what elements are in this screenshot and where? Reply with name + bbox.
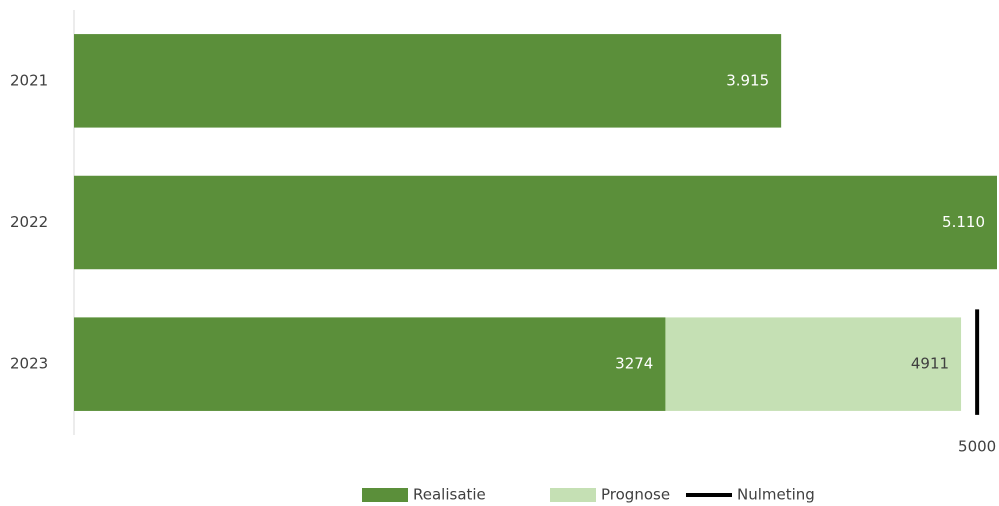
legend-label: Realisatie bbox=[413, 486, 486, 504]
legend-swatch bbox=[362, 488, 408, 502]
bar bbox=[74, 34, 782, 128]
data-label: 5.110 bbox=[942, 213, 985, 231]
y-tick-label: 2021 bbox=[10, 71, 48, 89]
data-label: 3.915 bbox=[726, 71, 769, 89]
data-label: 5000 bbox=[958, 437, 996, 455]
data-label: 4911 bbox=[911, 355, 949, 373]
y-tick-label: 2022 bbox=[10, 213, 48, 231]
bar bbox=[74, 175, 997, 270]
legend-label: Prognose bbox=[601, 486, 670, 504]
y-tick-label: 2023 bbox=[10, 355, 48, 373]
bar bbox=[74, 317, 666, 411]
legend-label: Nulmeting bbox=[737, 486, 815, 504]
legend-swatch bbox=[550, 488, 596, 502]
data-label: 3274 bbox=[615, 355, 653, 373]
